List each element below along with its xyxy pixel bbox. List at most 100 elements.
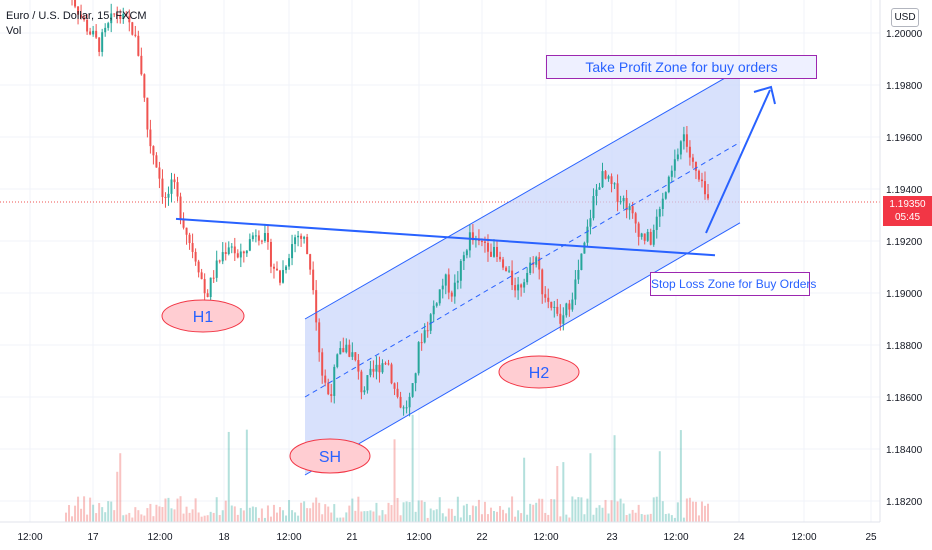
time-tick-label: 24 xyxy=(733,532,745,543)
volume-bar xyxy=(682,517,685,522)
candle-body xyxy=(89,31,92,35)
volume-bar xyxy=(517,510,520,522)
volume-bar xyxy=(556,466,559,522)
volume-bar xyxy=(143,515,146,522)
currency-button[interactable]: USD xyxy=(891,8,919,27)
time-tick-label: 12:00 xyxy=(791,532,816,543)
volume-bar xyxy=(652,497,655,522)
candle-body xyxy=(707,194,709,199)
take-profit-label[interactable]: Take Profit Zone for buy orders xyxy=(546,55,817,79)
candle-body xyxy=(688,146,691,158)
volume-bar xyxy=(369,510,372,522)
candle-body xyxy=(643,233,646,241)
candle-body xyxy=(212,277,215,279)
candle-body xyxy=(266,233,269,242)
candle-body xyxy=(393,383,396,389)
volume-bar xyxy=(155,504,158,522)
volume-bar xyxy=(239,508,242,522)
price-tick-label: 1.18800 xyxy=(886,341,923,352)
candle-body xyxy=(682,134,685,142)
volume-bar xyxy=(595,507,598,522)
volume-bar xyxy=(586,498,589,522)
price-tick-label: 1.19200 xyxy=(886,237,923,248)
stop-loss-label[interactable]: Stop Loss Zone for Buy Orders xyxy=(650,272,816,296)
volume-bar xyxy=(658,451,661,522)
candle-body xyxy=(387,363,390,365)
time-tick-label: 12:00 xyxy=(276,532,301,543)
candle-body xyxy=(164,196,167,198)
candle-body xyxy=(432,305,435,315)
volume-bar xyxy=(294,512,297,522)
price-tick-label: 1.19000 xyxy=(886,289,923,300)
volume-bar xyxy=(493,511,495,522)
candle-body xyxy=(595,189,598,197)
candle-body xyxy=(221,252,224,262)
price-axis: 1.20000 1.19800 1.19600 1.19400 1.19200 1.190… xyxy=(879,0,923,522)
volume-bar xyxy=(523,457,526,522)
candle-body xyxy=(691,157,694,162)
volume-bar xyxy=(532,504,535,522)
volume-bar xyxy=(486,514,489,522)
volume-bar xyxy=(670,515,673,522)
volume-bar xyxy=(420,500,423,522)
symbol-title: Euro / U.S. Dollar, 15, FXCM xyxy=(6,10,147,22)
volume-bar xyxy=(679,430,682,522)
time-tick-label: 25 xyxy=(865,532,877,543)
candle-body xyxy=(339,348,342,355)
candle-body xyxy=(104,27,107,33)
candle-body xyxy=(486,242,489,252)
volume-bar xyxy=(197,512,200,522)
volume-bar xyxy=(613,435,616,522)
candle-body xyxy=(604,171,607,179)
volume-bar xyxy=(673,517,676,522)
h2-label: H2 xyxy=(529,365,550,382)
candle-body xyxy=(511,270,514,286)
candle-body xyxy=(496,246,499,257)
volume-bar xyxy=(101,507,104,522)
neckline xyxy=(175,217,716,257)
volume-bar xyxy=(526,514,529,522)
volume-bar xyxy=(116,471,119,522)
candle-body xyxy=(101,32,104,52)
candle-body xyxy=(390,364,393,384)
volume-bar xyxy=(146,508,149,522)
candle-body xyxy=(493,246,495,257)
volume-bar xyxy=(348,505,351,522)
candle-body xyxy=(547,297,550,302)
candle-body xyxy=(441,285,444,290)
volume-bar xyxy=(164,498,167,522)
candle-body xyxy=(354,352,357,361)
pivot-ellipses: H1 H2 SH xyxy=(161,299,580,474)
volume-bar xyxy=(577,497,580,522)
candle-body xyxy=(194,251,197,262)
candle-body xyxy=(514,285,517,291)
volume-bar xyxy=(279,507,281,522)
volume-bar xyxy=(170,508,173,522)
candle-body xyxy=(703,181,706,195)
candle-body xyxy=(303,236,306,239)
time-tick-label: 12:00 xyxy=(17,532,42,543)
volume-bar xyxy=(77,496,80,522)
candle-body xyxy=(700,179,703,182)
volume-bar xyxy=(541,498,544,522)
volume-bar xyxy=(324,504,327,522)
volume-bar xyxy=(191,509,194,522)
candle-body xyxy=(282,270,285,283)
candle-body xyxy=(652,229,655,245)
volume-bar xyxy=(74,505,77,522)
volume-bar xyxy=(236,514,239,522)
candle-body xyxy=(535,257,538,265)
volume-bar xyxy=(212,512,215,522)
volume-bar xyxy=(514,516,517,522)
candle-body xyxy=(348,344,351,357)
candle-body xyxy=(489,251,492,257)
candle-body xyxy=(351,352,354,357)
volume-bar xyxy=(405,501,408,522)
volume-bar xyxy=(390,505,393,522)
candle-body xyxy=(203,279,206,294)
candle-body xyxy=(589,218,592,227)
volume-bar xyxy=(98,503,101,522)
volume-bar xyxy=(173,509,176,522)
candle-body xyxy=(565,303,568,316)
